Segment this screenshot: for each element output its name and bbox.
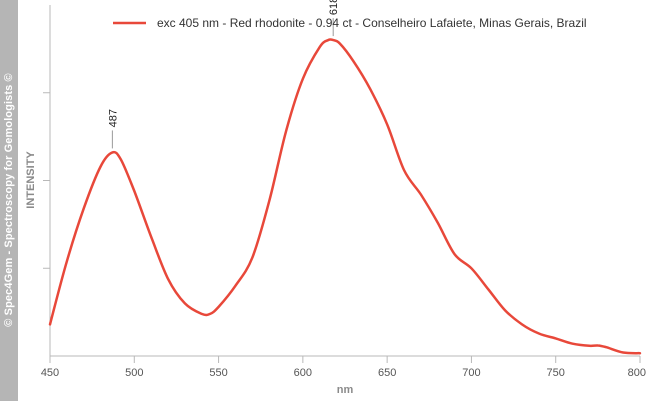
peak-label: 487 [107,109,119,127]
x-tick-label: 750 [547,367,565,379]
legend-label: exc 405 nm - Red rhodonite - 0.94 ct - C… [157,16,587,30]
x-axis-title: nm [337,384,354,396]
x-tick-label: 650 [378,367,396,379]
x-tick-label: 550 [209,367,227,379]
x-tick-label: 700 [462,367,480,379]
peak-label: 618 [328,0,340,15]
series-line-0 [48,38,642,355]
x-tick-label: 800 [628,367,646,379]
axes: 450 500 550 600 650 700 750 800 nm INTENSITY [25,5,646,396]
legend: exc 405 nm - Red rhodonite - 0.94 ct - C… [113,16,587,30]
y-axis-title: INTENSITY [25,151,37,209]
x-tick-label: 450 [41,367,59,379]
x-tick-label: 600 [294,367,312,379]
series-layer [48,38,642,355]
x-tick-label: 500 [125,367,143,379]
watermark-band: © Spec4Gem - Spectroscopy for Gemologist… [0,0,18,401]
peak-annotations: 487 618 [107,0,340,149]
